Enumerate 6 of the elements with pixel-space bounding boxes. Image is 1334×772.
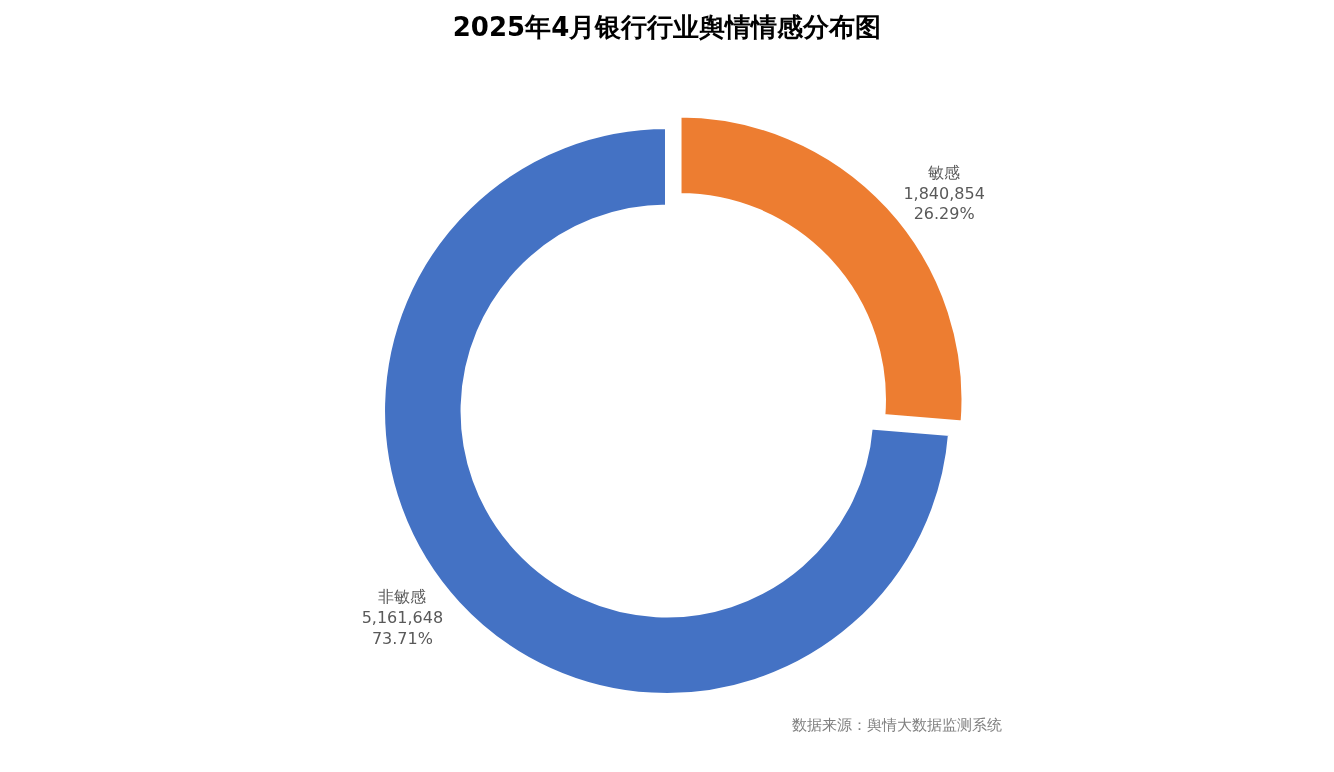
slice-label: 敏感 — [928, 162, 961, 182]
slice-label: 非敏感 — [378, 587, 427, 607]
data-label: 5,161,648 73.71% — [361, 607, 444, 648]
data-label: 1,840,854 26.29% — [903, 183, 985, 224]
source-note: 数据来源：舆情大数据监测系统 — [792, 716, 1002, 734]
chart-title: 2025年4月银行行业舆情情感分布图 — [452, 12, 882, 43]
